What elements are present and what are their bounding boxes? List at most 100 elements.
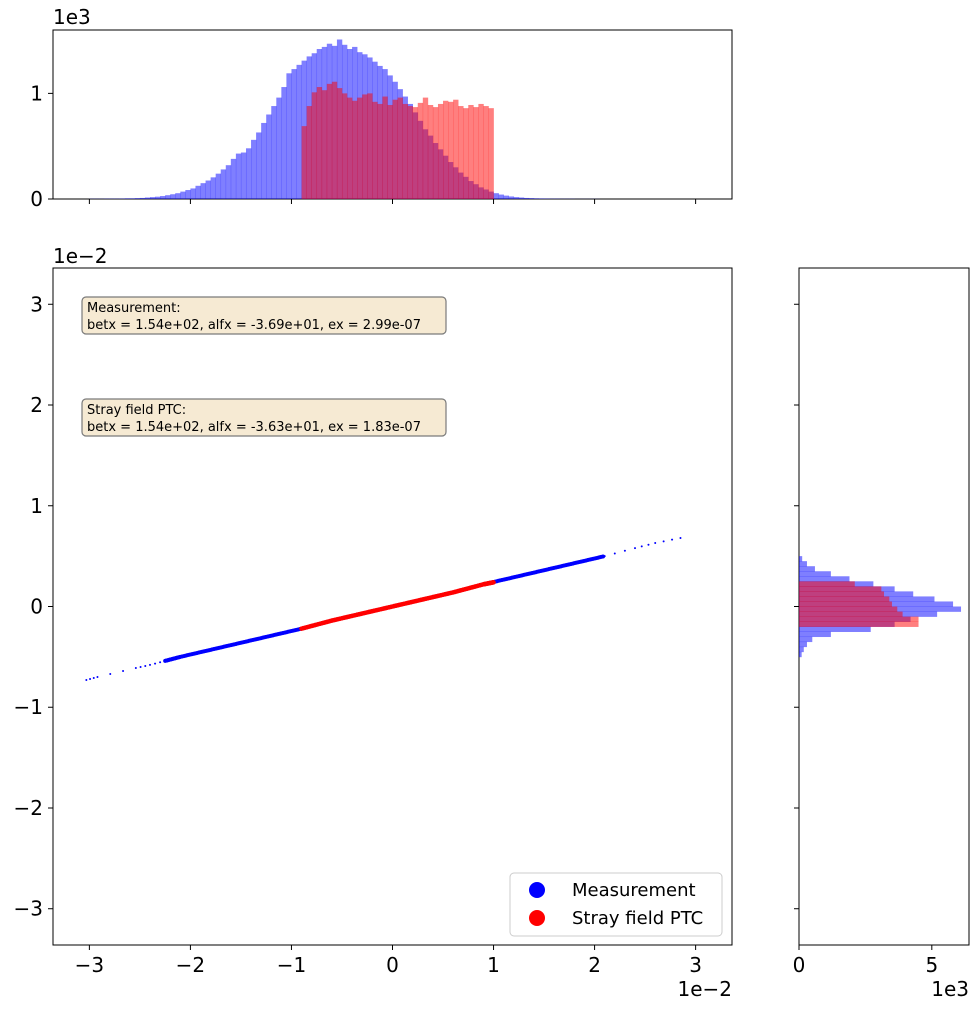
top-measurement-bar <box>286 73 292 199</box>
top-measurement-bar <box>205 180 211 199</box>
top-measurement-bar <box>150 197 156 199</box>
measurement-point <box>662 540 665 543</box>
right-measurement-bar <box>799 641 807 648</box>
x-axis-ticks: −3 −2 −1 0 1 2 3 <box>75 945 702 977</box>
measurement-point <box>671 538 674 541</box>
x-tick-label: 3 <box>689 953 702 977</box>
top-stray-bar <box>341 93 348 199</box>
top-stray-bar <box>372 101 378 199</box>
top-measurement-bar <box>523 197 530 199</box>
right-measurement-bar <box>799 631 831 638</box>
measurement-annotation-box: Measurement: betx = 1.54e+02, alfx = -3.… <box>81 296 447 335</box>
top-stray-bar <box>326 83 333 199</box>
top-stray-bar <box>377 103 383 199</box>
top-measurement-bar <box>139 197 146 199</box>
measurement-point <box>134 666 137 669</box>
x-tick-label: 1 <box>487 953 500 977</box>
measurement-point <box>640 545 643 548</box>
top-measurement-bar <box>129 198 136 199</box>
y-tick-label: −1 <box>14 695 43 719</box>
top-measurement-bar <box>170 194 176 199</box>
main-scatter-plot: 1e−2 1e−2 −3 −2 −1 0 1 2 3 3 2 1 0 −1 −2 −3 Measurem… <box>14 244 733 1001</box>
top-measurement-bar <box>518 197 525 199</box>
top-histogram-x-ticks <box>88 199 697 204</box>
legend-label-stray: Stray field PTC <box>572 908 703 929</box>
right-stray-bar <box>799 581 855 587</box>
top-measurement-bar <box>296 64 302 199</box>
right-stray-bar <box>799 616 919 622</box>
top-measurement-bar <box>230 158 237 199</box>
y-axis-offset-label: 1e−2 <box>53 244 108 268</box>
top-stray-bar <box>488 108 494 199</box>
y-tick-label: 1 <box>30 494 43 518</box>
measurement-point <box>623 549 626 552</box>
right-measurement-bar <box>799 626 871 632</box>
x-tick-label: −1 <box>277 953 306 977</box>
stray-annotation-text: betx = 1.54e+02, alfx = -3.63e+01, ex = … <box>87 420 421 435</box>
top-stray-bar <box>402 103 408 199</box>
top-stray-bar <box>437 103 444 199</box>
measurement-point <box>679 536 682 539</box>
top-stray-bar <box>458 106 464 199</box>
top-stray-bar <box>357 97 363 199</box>
top-stray-bar <box>321 90 328 199</box>
top-measurement-bar <box>533 198 540 199</box>
measurement-point <box>613 552 616 555</box>
top-stray-bar <box>347 97 353 199</box>
measurement-point <box>654 542 657 545</box>
top-measurement-bar <box>498 194 504 199</box>
top-measurement-bar <box>144 197 151 199</box>
right-histogram-y-ticks <box>794 303 799 910</box>
top-stray-bar <box>306 106 312 199</box>
top-measurement-bar <box>155 196 161 199</box>
top-measurement-bar <box>235 153 242 199</box>
top-stray-bar <box>362 94 368 199</box>
top-measurement-bar <box>215 173 222 199</box>
right-histogram-stray-bars <box>799 581 919 627</box>
top-stray-bar <box>417 102 424 199</box>
top-histogram-y-ticks: 01 <box>30 81 53 211</box>
top-measurement-bar <box>539 198 545 199</box>
top-stray-bar <box>301 126 307 199</box>
top-stray-bar <box>311 92 318 199</box>
top-measurement-bar <box>261 122 267 199</box>
top-measurement-bar <box>513 197 520 199</box>
measurement-annotation-text: betx = 1.54e+02, alfx = -3.69e+01, ex = … <box>87 318 421 333</box>
y-axis-ticks: 3 2 1 0 −1 −2 −3 <box>14 292 53 921</box>
top-stray-bar <box>422 97 429 199</box>
top-measurement-bar <box>124 198 131 199</box>
top-stray-bar <box>316 87 323 199</box>
top-stray-bar <box>432 107 439 199</box>
top-measurement-bar <box>528 198 535 199</box>
top-stray-bar <box>367 93 373 199</box>
measurement-point <box>122 669 125 672</box>
right-stray-bar <box>799 586 882 592</box>
top-stray-bar <box>483 106 489 199</box>
measurement-point <box>109 672 112 675</box>
measurement-point <box>149 663 151 666</box>
top-measurement-bar <box>251 139 257 199</box>
right-measurement-bar <box>799 566 815 572</box>
top-stray-bar <box>407 106 414 199</box>
top-measurement-bar <box>271 106 277 199</box>
top-stray-bar <box>453 99 459 199</box>
legend-label-measurement: Measurement <box>572 880 696 901</box>
top-measurement-bar <box>493 193 499 199</box>
top-y-tick-label: 1 <box>30 81 43 105</box>
measurement-point <box>634 547 636 550</box>
x-tick-label: −3 <box>75 953 104 977</box>
stray-annotation-box: Stray field PTC: betx = 1.54e+02, alfx =… <box>81 398 447 437</box>
top-measurement-bar <box>256 132 262 199</box>
top-stray-bar <box>382 96 388 199</box>
top-stray-bar <box>463 108 469 199</box>
top-measurement-bar <box>134 198 141 199</box>
top-stray-bar <box>397 97 403 199</box>
measurement-annotation-title: Measurement: <box>87 301 181 316</box>
measurement-point <box>92 677 95 680</box>
x-tick-label: −2 <box>176 953 205 977</box>
top-measurement-bar <box>210 177 216 199</box>
legend-frame <box>509 872 723 937</box>
right-stray-bar <box>799 621 919 627</box>
